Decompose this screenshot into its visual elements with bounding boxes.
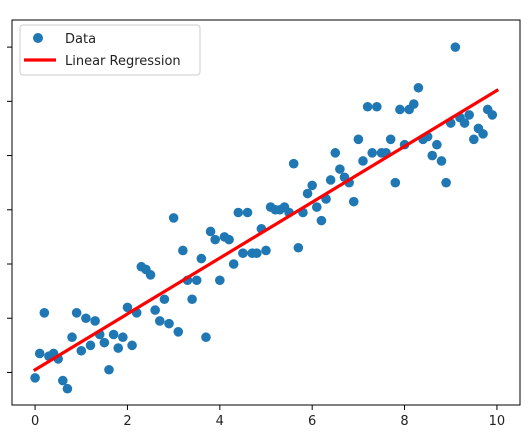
legend-label-data: Data	[65, 32, 96, 47]
data-point	[312, 202, 322, 212]
data-point	[432, 139, 442, 150]
data-point	[127, 340, 137, 351]
data-point	[330, 148, 341, 158]
data-point	[478, 129, 488, 139]
plot-area	[12, 20, 520, 405]
x-tick-label: 8	[400, 414, 408, 429]
data-point	[62, 383, 73, 394]
data-point	[178, 245, 188, 256]
data-point	[408, 99, 419, 109]
legend-marker-data	[33, 33, 43, 43]
data-point	[348, 196, 359, 207]
data-point	[191, 275, 202, 286]
legend: Data Linear Regression	[19, 24, 201, 76]
data-points	[30, 42, 498, 394]
data-point	[196, 253, 207, 264]
data-point	[159, 294, 170, 305]
plot-background	[12, 20, 520, 405]
legend-box	[19, 24, 201, 76]
data-point	[34, 348, 45, 359]
data-point	[385, 134, 396, 145]
data-point	[293, 242, 304, 253]
data-point	[335, 164, 345, 174]
data-point	[450, 42, 461, 52]
data-point	[316, 215, 327, 226]
data-point	[71, 308, 82, 318]
data-point	[168, 213, 179, 223]
data-point	[113, 343, 124, 353]
data-point	[238, 248, 248, 258]
data-point	[307, 180, 317, 191]
data-point	[251, 248, 262, 258]
data-point	[145, 270, 156, 280]
data-point	[39, 308, 50, 318]
data-point	[154, 316, 165, 326]
data-point	[233, 207, 244, 218]
x-tick-label: 10	[489, 414, 506, 429]
data-point	[210, 234, 220, 245]
data-point	[122, 302, 133, 313]
data-point	[441, 177, 451, 188]
data-point	[164, 318, 174, 329]
data-point	[104, 364, 114, 375]
data-point	[372, 101, 382, 112]
data-point	[436, 156, 447, 166]
data-point	[228, 259, 239, 269]
data-point	[395, 104, 405, 115]
x-tick-label: 2	[123, 414, 131, 429]
data-point	[187, 294, 197, 305]
data-point	[118, 332, 128, 343]
data-point	[390, 177, 401, 188]
data-point	[224, 234, 234, 245]
data-point	[413, 82, 424, 93]
data-point	[201, 332, 211, 343]
data-point	[487, 110, 498, 120]
x-tick-label: 4	[216, 414, 224, 429]
data-point	[67, 332, 77, 343]
data-point	[261, 245, 271, 256]
data-point	[367, 148, 378, 158]
legend-label-regression: Linear Regression	[65, 54, 181, 69]
axes-frame	[11, 19, 521, 406]
data-point	[427, 150, 438, 161]
data-point	[358, 156, 368, 166]
data-point	[30, 373, 40, 383]
axes: 0 2 4 6 8 10	[7, 19, 521, 429]
data-point	[90, 316, 100, 326]
data-point	[469, 134, 479, 145]
x-tick-label: 0	[31, 414, 39, 429]
regression-line	[32, 88, 500, 372]
data-point	[85, 340, 96, 351]
data-point	[58, 375, 68, 386]
data-point	[288, 158, 299, 169]
data-point	[459, 118, 470, 128]
data-point	[242, 207, 253, 218]
data-point	[325, 175, 336, 185]
data-point	[173, 326, 184, 337]
regression-line-group	[32, 88, 500, 372]
data-point	[205, 226, 216, 237]
data-point	[81, 313, 91, 324]
data-point	[353, 134, 364, 145]
x-tick-label: 6	[308, 414, 316, 429]
data-point	[464, 110, 475, 120]
data-point	[362, 101, 373, 112]
data-point	[99, 337, 110, 348]
data-point	[215, 275, 225, 286]
data-point	[302, 188, 313, 199]
data-point	[150, 305, 160, 315]
data-point	[76, 345, 87, 356]
data-point	[108, 329, 119, 340]
